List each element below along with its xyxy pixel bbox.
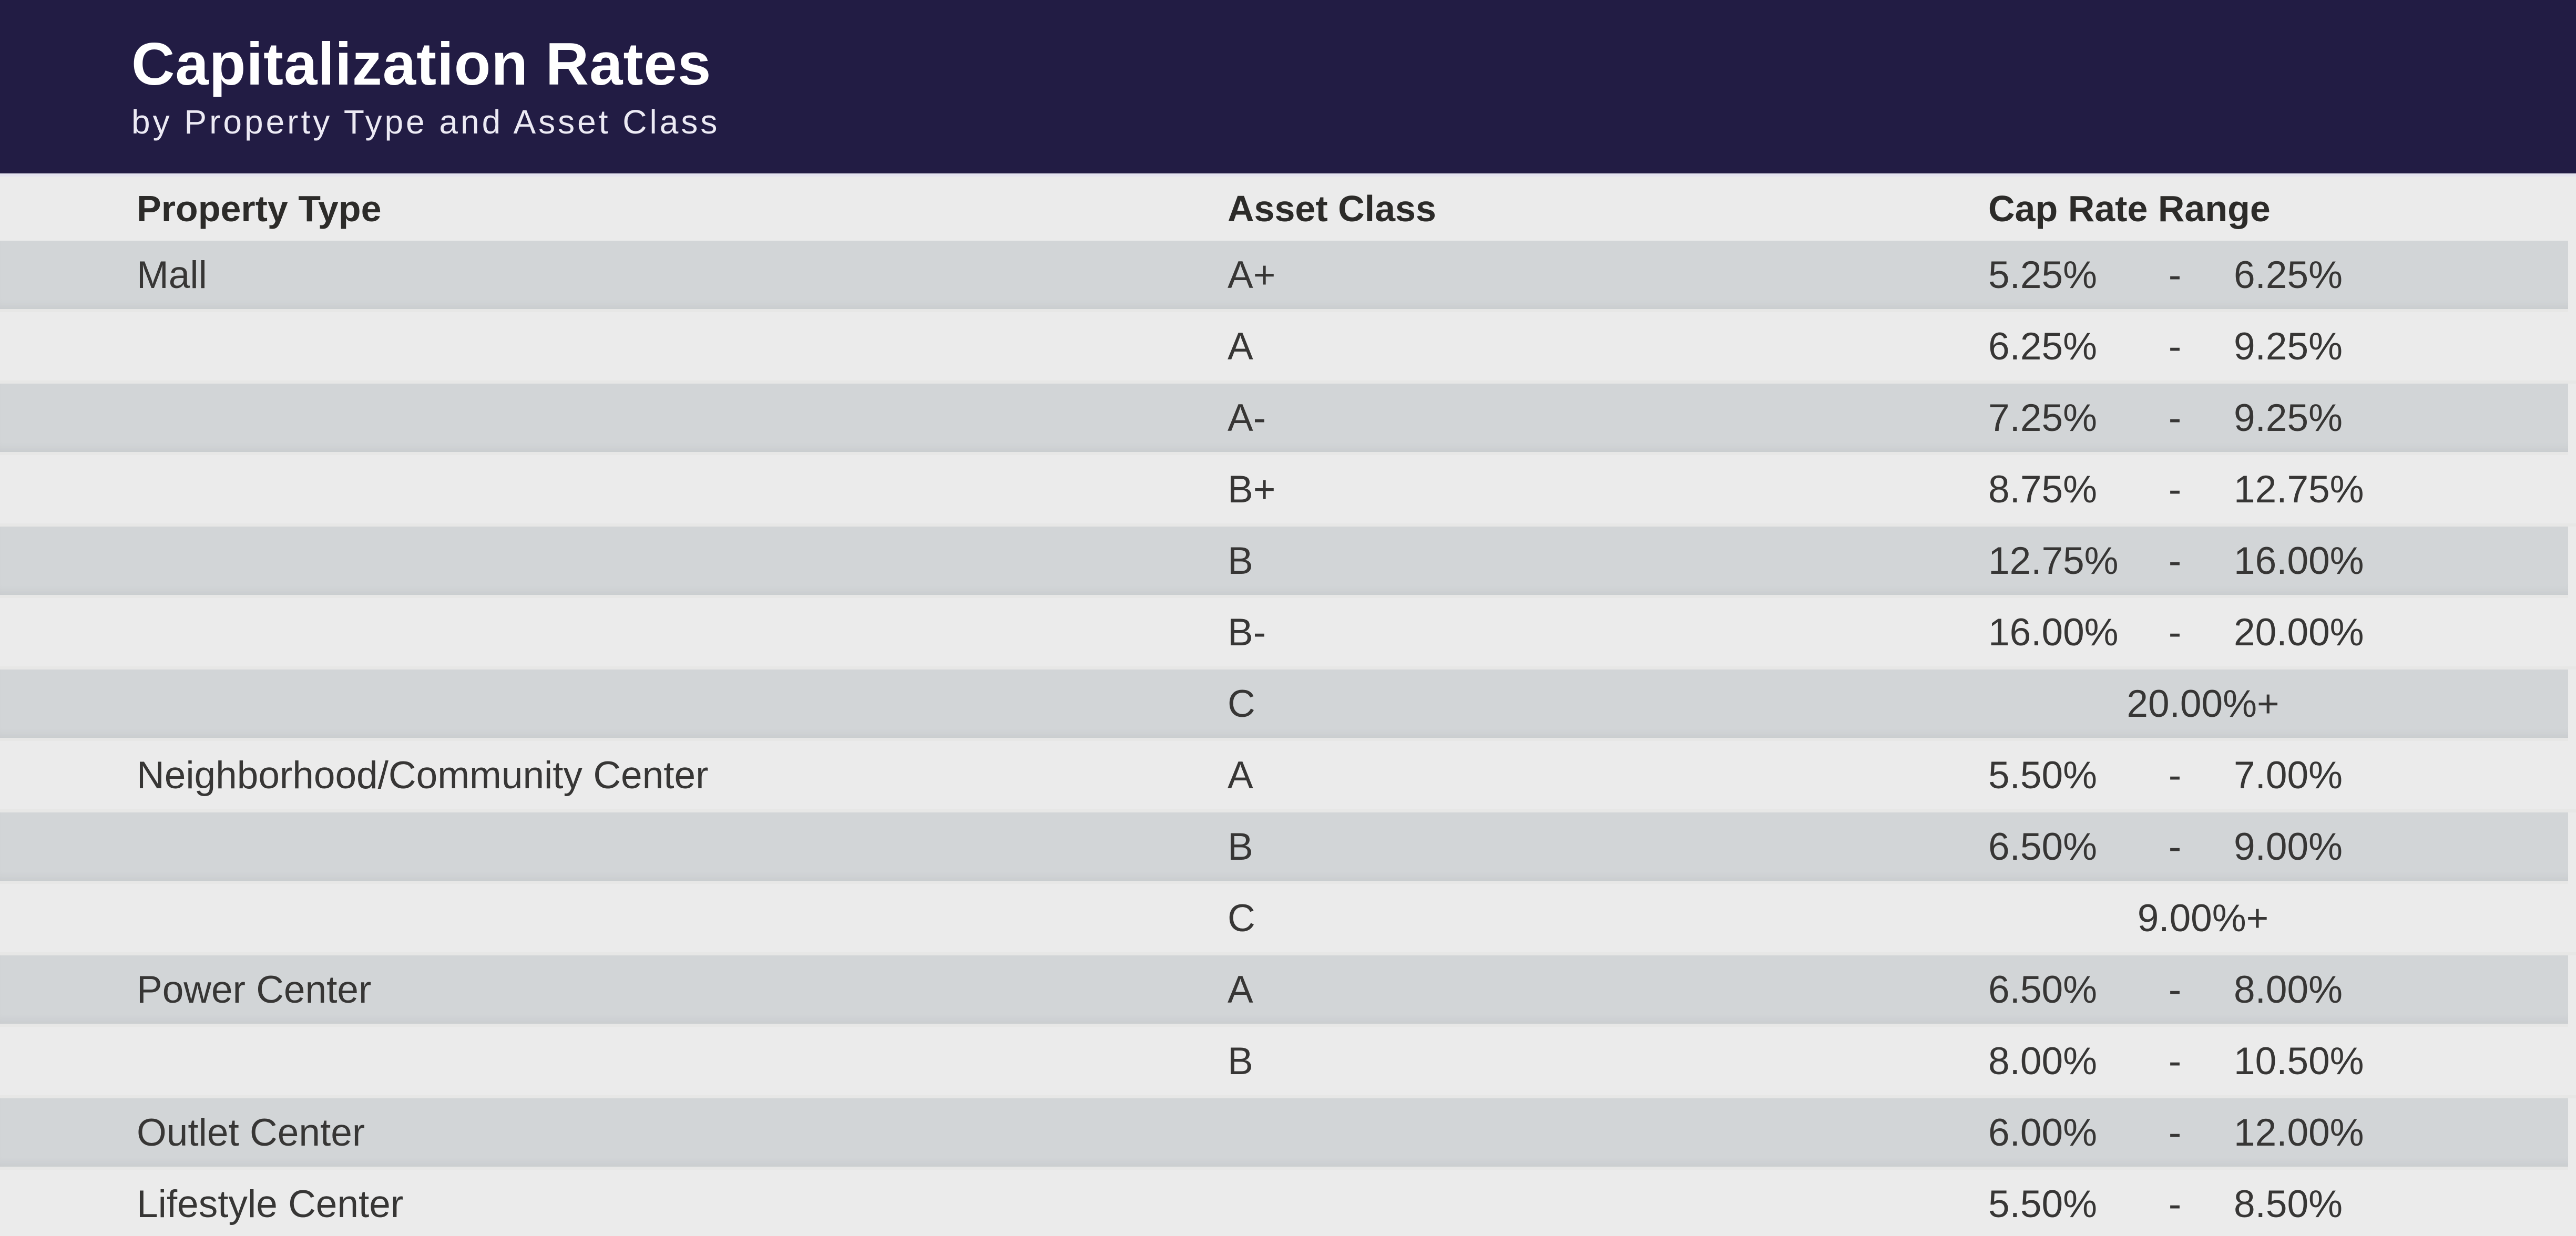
cap-rate-high: 7.00% [2234, 754, 2343, 797]
cap-rate-high: 20.00% [2234, 611, 2364, 654]
table-row: C 20.00%+ [0, 670, 2568, 741]
cap-rate-low: 6.25% [1988, 325, 2097, 368]
range-dash: - [2168, 396, 2182, 439]
table-row: A- 7.25% - 9.25% [0, 384, 2568, 455]
cap-rate-low: 5.50% [1988, 1182, 2097, 1225]
property-type-cell: Power Center [137, 968, 372, 1011]
asset-class-cell: C [1228, 897, 1255, 940]
cap-rate-high: 9.25% [2234, 396, 2343, 439]
range-dash: - [2168, 825, 2182, 868]
cap-rates-table: Property Type Asset Class Cap Rate Range… [0, 177, 2576, 1236]
asset-class-cell: B+ [1228, 468, 1276, 511]
cap-rate-combined: 20.00%+ [2127, 682, 2279, 725]
cap-rate-high: 10.50% [2234, 1039, 2364, 1083]
table-row: C 9.00%+ [0, 884, 2576, 955]
range-dash: - [2168, 611, 2182, 654]
cap-rate-low: 5.25% [1988, 253, 2097, 296]
asset-class-cell: B [1228, 825, 1253, 868]
range-dash: - [2168, 253, 2182, 296]
cap-rate-high: 9.00% [2234, 825, 2343, 868]
range-dash: - [2168, 1039, 2182, 1083]
asset-class-cell: A [1228, 325, 1253, 368]
cap-rate-low: 7.25% [1988, 396, 2097, 439]
cap-rate-combined: 9.00%+ [2137, 897, 2269, 940]
header-cap-rate-range: Cap Rate Range [1988, 188, 2271, 229]
table-row: Mall A+ 5.25% - 6.25% [0, 241, 2568, 312]
cap-rate-high: 6.25% [2234, 253, 2343, 296]
range-dash: - [2168, 325, 2182, 368]
table-row: Lifestyle Center 5.50% - 8.50% [0, 1170, 2576, 1236]
cap-rate-low: 8.00% [1988, 1039, 2097, 1083]
table-row: B 8.00% - 10.50% [0, 1027, 2576, 1098]
banner: Capitalization Rates by Property Type an… [0, 0, 2576, 173]
asset-class-cell: B- [1228, 611, 1266, 654]
asset-class-cell: A [1228, 754, 1253, 797]
property-type-cell: Lifestyle Center [137, 1182, 404, 1225]
property-type-cell: Neighborhood/Community Center [137, 754, 709, 797]
range-dash: - [2168, 1182, 2182, 1225]
cap-rate-high: 12.75% [2234, 468, 2364, 511]
range-dash: - [2168, 754, 2182, 797]
cap-rate-low: 8.75% [1988, 468, 2097, 511]
table-row: Power Center A 6.50% - 8.00% [0, 955, 2568, 1027]
cap-rate-low: 6.50% [1988, 968, 2097, 1011]
asset-class-cell: C [1228, 682, 1255, 725]
cap-rate-low: 6.00% [1988, 1111, 2097, 1154]
table-row: B 6.50% - 9.00% [0, 812, 2568, 884]
table-row: B- 16.00% - 20.00% [0, 598, 2576, 670]
header-asset-class: Asset Class [1228, 188, 1436, 229]
cap-rate-low: 5.50% [1988, 754, 2097, 797]
page-subtitle: by Property Type and Asset Class [131, 103, 720, 141]
property-type-cell: Mall [137, 253, 207, 296]
table-row: B+ 8.75% - 12.75% [0, 455, 2576, 527]
cap-rate-high: 12.00% [2234, 1111, 2364, 1154]
cap-rate-low: 12.75% [1988, 539, 2119, 582]
table-row: A 6.25% - 9.25% [0, 312, 2576, 384]
property-type-cell: Outlet Center [137, 1111, 365, 1154]
cap-rate-low: 16.00% [1988, 611, 2119, 654]
range-dash: - [2168, 1111, 2182, 1154]
cap-rate-low: 6.50% [1988, 825, 2097, 868]
banner-underline [0, 173, 2576, 177]
cap-rate-high: 16.00% [2234, 539, 2364, 582]
table-header-row: Property Type Asset Class Cap Rate Range [0, 177, 2576, 241]
range-dash: - [2168, 968, 2182, 1011]
header-property-type: Property Type [137, 188, 382, 229]
asset-class-cell: A [1228, 968, 1253, 1011]
table-row: Outlet Center 6.00% - 12.00% [0, 1098, 2568, 1170]
cap-rate-high: 8.50% [2234, 1182, 2343, 1225]
table-row: Neighborhood/Community Center A 5.50% - … [0, 741, 2576, 812]
table-row: B 12.75% - 16.00% [0, 527, 2568, 598]
asset-class-cell: B [1228, 539, 1253, 582]
cap-rate-high: 8.00% [2234, 968, 2343, 1011]
range-dash: - [2168, 539, 2182, 582]
page-title: Capitalization Rates [131, 31, 712, 98]
cap-rate-high: 9.25% [2234, 325, 2343, 368]
asset-class-cell: A- [1228, 396, 1266, 439]
range-dash: - [2168, 468, 2182, 511]
asset-class-cell: B [1228, 1039, 1253, 1083]
asset-class-cell: A+ [1228, 253, 1276, 296]
